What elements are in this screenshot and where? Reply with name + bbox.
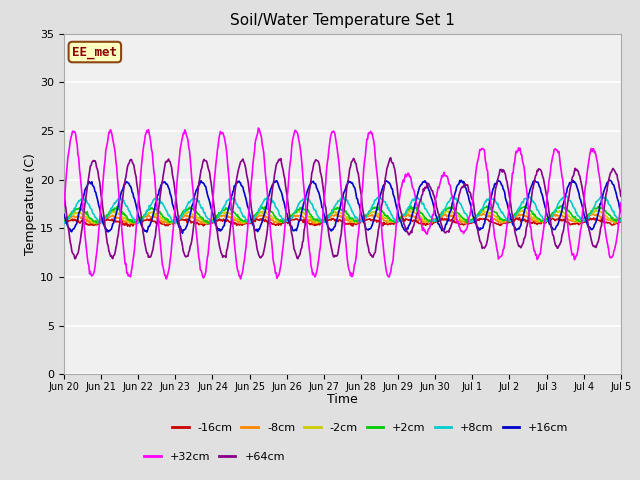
Text: EE_met: EE_met	[72, 46, 117, 59]
Legend: +32cm, +64cm: +32cm, +64cm	[140, 447, 289, 466]
Title: Soil/Water Temperature Set 1: Soil/Water Temperature Set 1	[230, 13, 455, 28]
X-axis label: Time: Time	[327, 394, 358, 407]
Y-axis label: Temperature (C): Temperature (C)	[24, 153, 37, 255]
